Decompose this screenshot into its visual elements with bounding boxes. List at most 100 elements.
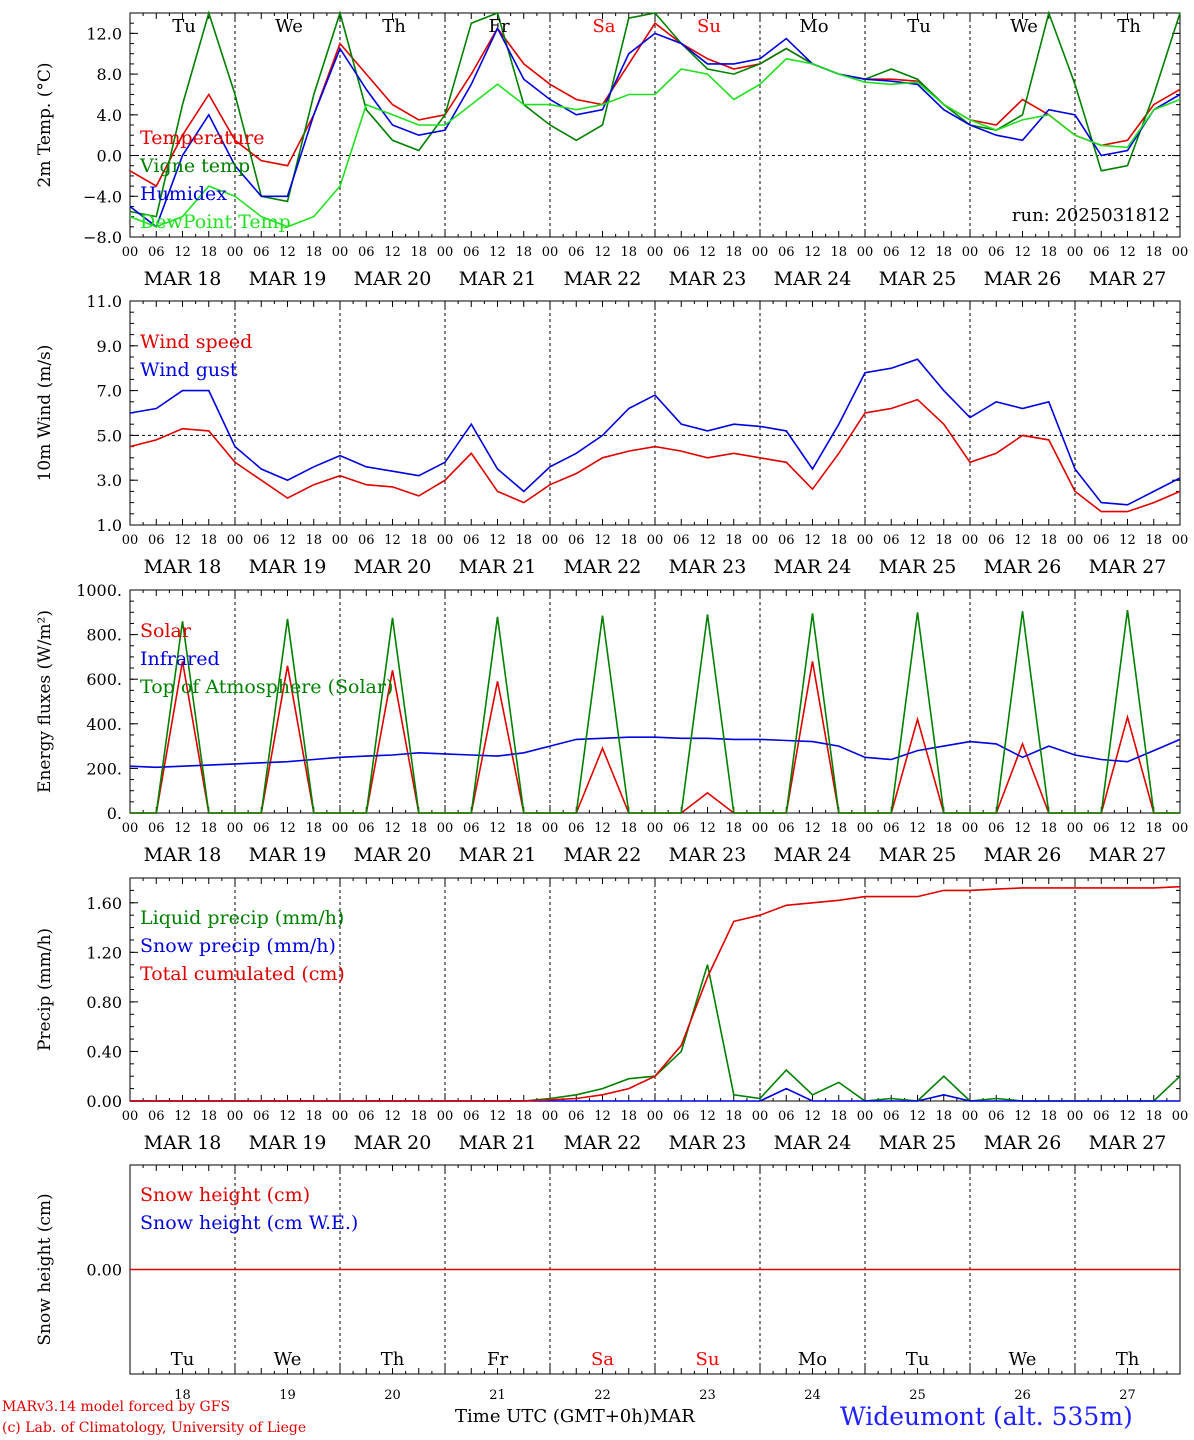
hour-tick-label: 06 xyxy=(1093,821,1110,836)
date-label: MAR 25 xyxy=(879,556,957,578)
date-label: MAR 25 xyxy=(879,1132,957,1154)
date-label: MAR 24 xyxy=(774,844,852,866)
hour-tick-label: 12 xyxy=(909,821,926,836)
run-label: run: 2025031812 xyxy=(1012,205,1170,226)
hour-tick-label: 12 xyxy=(489,821,506,836)
hour-tick-label: 12 xyxy=(279,821,296,836)
model-credit: MARv3.14 model forced by GFS xyxy=(2,1399,231,1415)
hour-tick-label: 18 xyxy=(1040,821,1057,836)
hour-tick-label: 06 xyxy=(463,533,480,548)
legend-entry: Snow height (cm W.E.) xyxy=(140,1212,358,1234)
hour-tick-label: 06 xyxy=(1093,245,1110,260)
hour-tick-label: 18 xyxy=(935,533,952,548)
hour-tick-label: 06 xyxy=(778,1109,795,1124)
date-label: MAR 22 xyxy=(564,844,642,866)
hour-tick-label: 06 xyxy=(1093,533,1110,548)
date-label: MAR 24 xyxy=(774,1132,852,1154)
day-number: 21 xyxy=(489,1388,506,1403)
hour-tick-label: 06 xyxy=(673,533,690,548)
station-name: Wideumont (alt. 535m) xyxy=(840,1402,1133,1431)
date-label: MAR 19 xyxy=(249,268,327,290)
hour-tick-label: 12 xyxy=(804,821,821,836)
hour-tick-label: 06 xyxy=(883,245,900,260)
legend-entry: Top of Atmosphere (Solar) xyxy=(140,676,393,698)
date-label: MAR 24 xyxy=(774,556,852,578)
legend-entry: Liquid precip (mm/h) xyxy=(140,907,344,929)
hour-tick-label: 12 xyxy=(384,533,401,548)
date-label: MAR 21 xyxy=(459,556,537,578)
hour-tick-label: 00 xyxy=(332,533,349,548)
y-tick-label: 11.0 xyxy=(86,292,122,311)
date-label: MAR 20 xyxy=(354,1132,432,1154)
hour-tick-label: 06 xyxy=(673,1109,690,1124)
hour-tick-label: 06 xyxy=(988,245,1005,260)
hour-tick-label: 00 xyxy=(227,821,244,836)
day-label: Sa xyxy=(592,16,615,37)
y-tick-label: 1.60 xyxy=(86,894,122,913)
hour-tick-label: 18 xyxy=(1145,245,1162,260)
hour-tick-label: 12 xyxy=(699,533,716,548)
hour-tick-label: 06 xyxy=(883,821,900,836)
hour-tick-label: 00 xyxy=(962,533,979,548)
date-label: MAR 26 xyxy=(984,1132,1062,1154)
hour-tick-label: 12 xyxy=(279,1109,296,1124)
y-axis-label: Energy fluxes (W/m²) xyxy=(35,610,55,793)
date-label: MAR 18 xyxy=(144,268,222,290)
y-tick-label: 800. xyxy=(86,626,122,645)
hour-tick-label: 12 xyxy=(804,533,821,548)
hour-tick-label: 12 xyxy=(1014,821,1031,836)
date-label: MAR 18 xyxy=(144,1132,222,1154)
hour-tick-label: 06 xyxy=(883,1109,900,1124)
date-label: MAR 21 xyxy=(459,268,537,290)
hour-tick-label: 18 xyxy=(515,533,532,548)
hour-tick-label: 12 xyxy=(384,1109,401,1124)
hour-tick-label: 18 xyxy=(1040,1109,1057,1124)
hour-tick-label: 00 xyxy=(857,245,874,260)
hour-tick-label: 06 xyxy=(988,533,1005,548)
hour-tick-label: 00 xyxy=(647,533,664,548)
hour-tick-label: 18 xyxy=(410,245,427,260)
hour-tick-label: 06 xyxy=(253,1109,270,1124)
hour-tick-label: 18 xyxy=(305,245,322,260)
hour-tick-label: 06 xyxy=(148,245,165,260)
hour-tick-label: 18 xyxy=(200,821,217,836)
hour-tick-label: 06 xyxy=(253,533,270,548)
hour-tick-label: 06 xyxy=(253,245,270,260)
hour-tick-label: 00 xyxy=(122,245,139,260)
series-line-1 xyxy=(130,964,1181,1102)
date-label: MAR 27 xyxy=(1089,844,1167,866)
hour-tick-label: 00 xyxy=(542,533,559,548)
hour-tick-label: 12 xyxy=(909,1109,926,1124)
hour-tick-label: 06 xyxy=(568,245,585,260)
y-tick-label: 12.0 xyxy=(86,24,122,43)
y-tick-label: 7.0 xyxy=(97,382,122,401)
hour-tick-label: 18 xyxy=(200,245,217,260)
panel-5: 0.00 Snow height (cm) Snow height (cm) Snow… xyxy=(35,1164,1181,1403)
date-label: MAR 26 xyxy=(984,268,1062,290)
legend-entry: Snow height (cm) xyxy=(140,1184,310,1206)
date-label: MAR 18 xyxy=(144,556,222,578)
y-tick-label: 0.80 xyxy=(86,993,122,1012)
date-label: MAR 26 xyxy=(984,844,1062,866)
date-label: MAR 19 xyxy=(249,556,327,578)
date-label: MAR 20 xyxy=(354,844,432,866)
date-label: MAR 27 xyxy=(1089,556,1167,578)
y-tick-label: 5.0 xyxy=(97,426,122,445)
hour-tick-label: 00 xyxy=(227,245,244,260)
hour-tick-label: 00 xyxy=(437,1109,454,1124)
hour-tick-label: 00 xyxy=(227,1109,244,1124)
hour-tick-label: 12 xyxy=(489,245,506,260)
day-label: We xyxy=(1009,1349,1037,1370)
hour-tick-label: 12 xyxy=(1014,533,1031,548)
hour-tick-label: 00 xyxy=(332,245,349,260)
y-axis-label: Snow height (cm) xyxy=(35,1193,55,1345)
hour-tick-label: 06 xyxy=(778,821,795,836)
date-label: MAR 27 xyxy=(1089,268,1167,290)
hour-tick-label: 06 xyxy=(253,821,270,836)
hour-tick-label: 12 xyxy=(279,533,296,548)
hour-tick-label: 00 xyxy=(227,533,244,548)
y-tick-label: 400. xyxy=(86,715,122,734)
hour-tick-label: 18 xyxy=(305,821,322,836)
series-line-2 xyxy=(129,358,1181,506)
